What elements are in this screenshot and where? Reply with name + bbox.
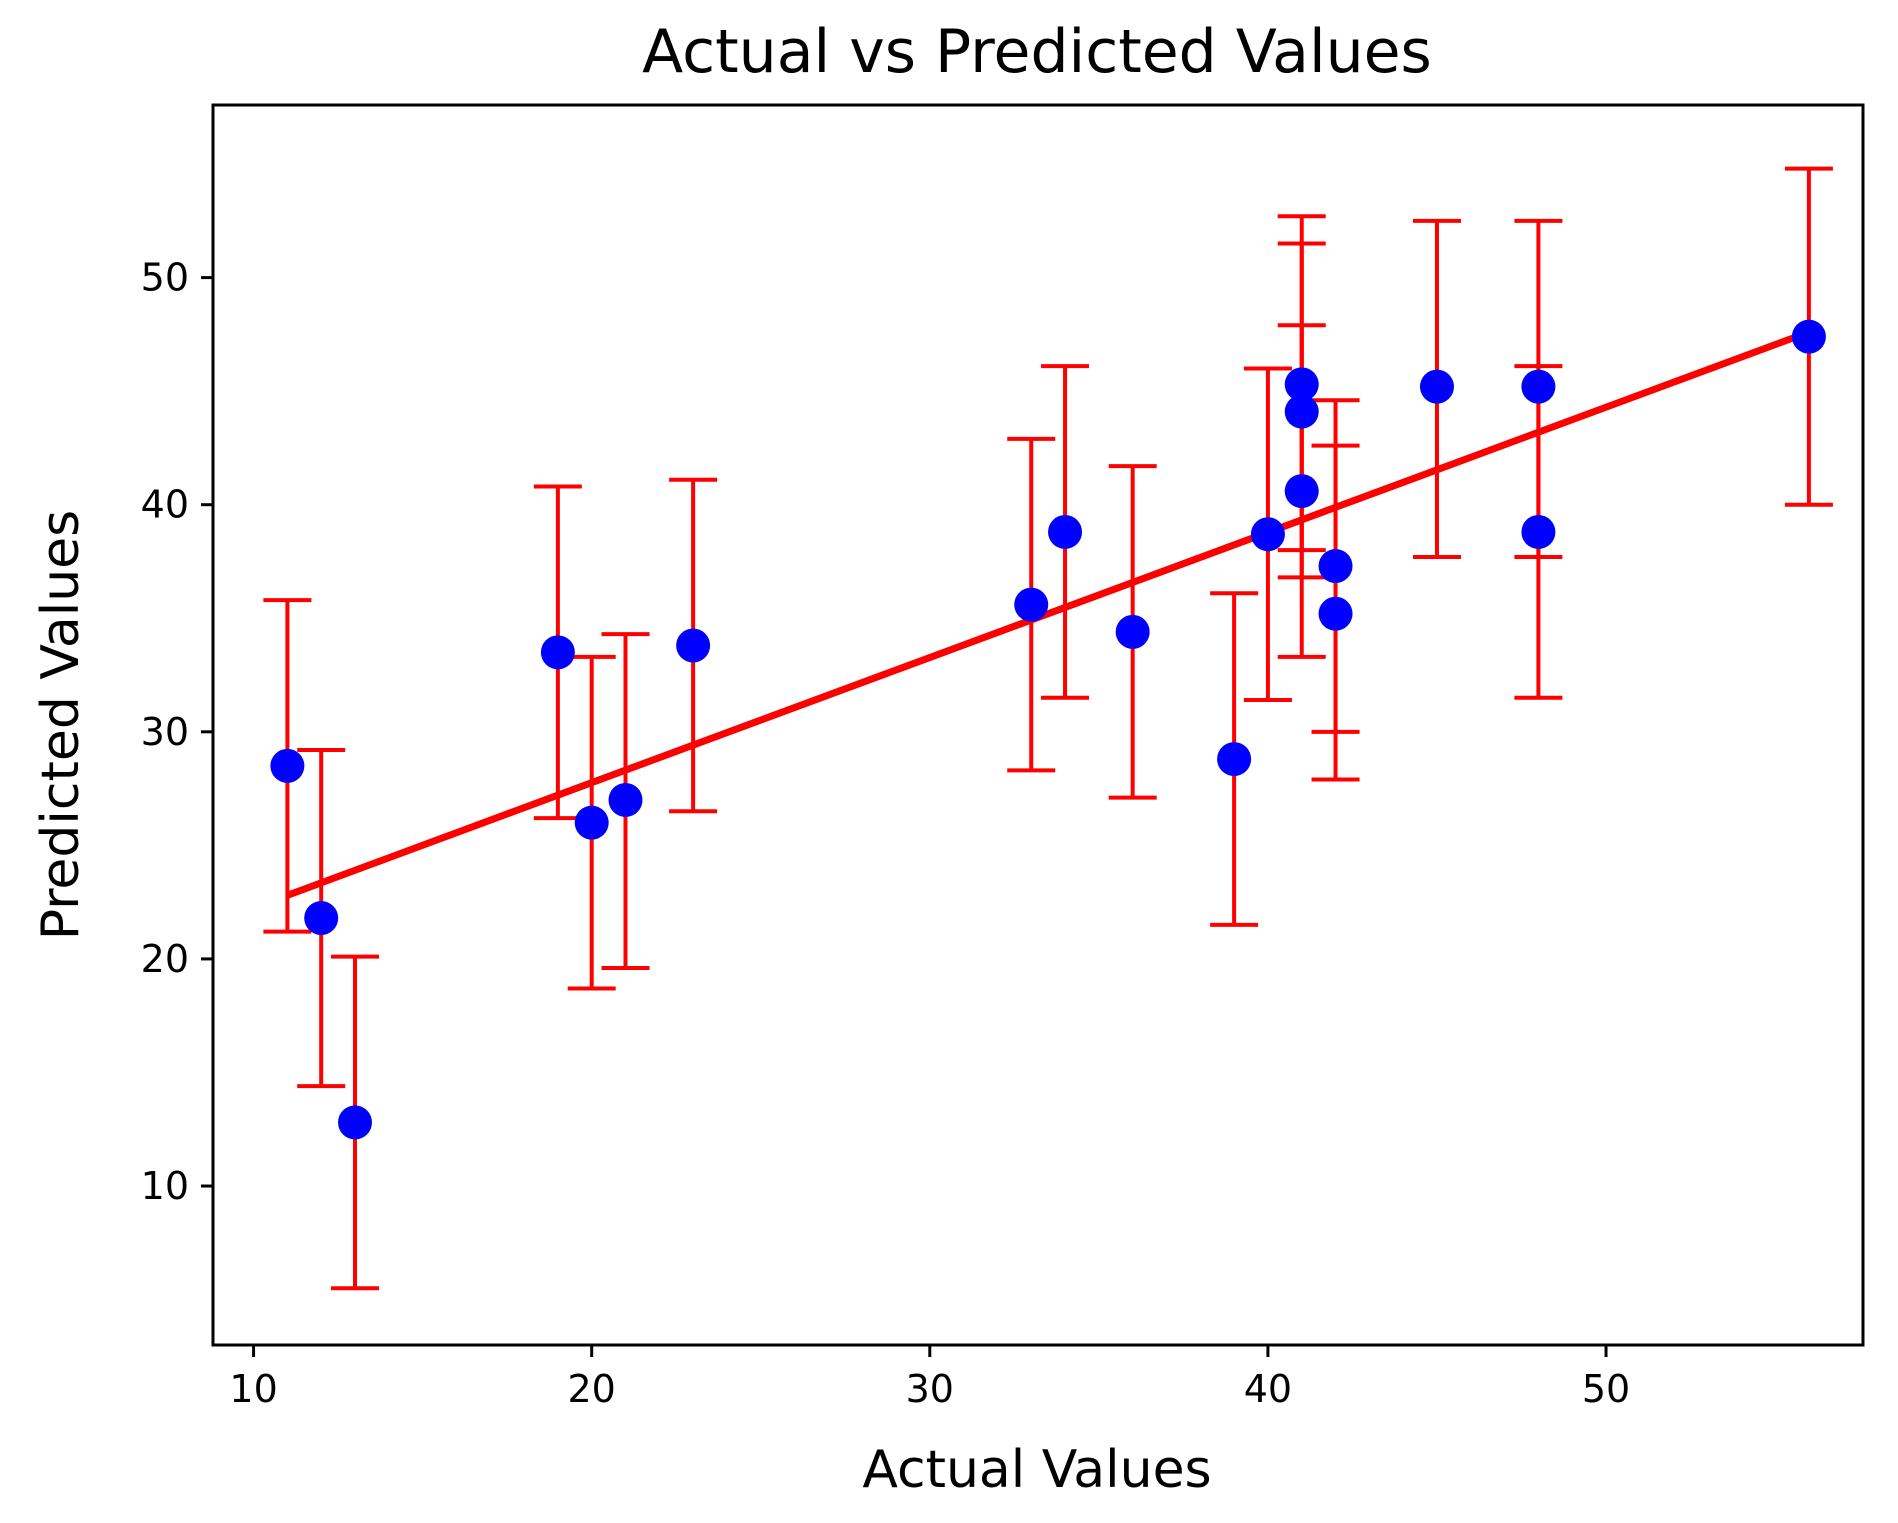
data-point (1521, 369, 1556, 404)
data-point (1791, 319, 1826, 354)
x-tick-label: 50 (1582, 1367, 1630, 1411)
regression-line (286, 328, 1811, 899)
data-point (608, 782, 643, 817)
x-tick-label: 40 (1244, 1367, 1292, 1411)
data-point (540, 635, 575, 670)
data-point (1284, 367, 1319, 402)
data-point (1318, 596, 1353, 631)
data-point (1115, 614, 1150, 649)
x-tick-label: 30 (906, 1367, 954, 1411)
data-point (1217, 742, 1252, 777)
data-point (1419, 369, 1454, 404)
y-tick-label: 50 (141, 256, 189, 300)
y-tick-label: 10 (141, 1164, 189, 1208)
chart-title: Actual vs Predicted Values (642, 17, 1432, 87)
data-point (1284, 394, 1319, 429)
y-tick-label: 40 (141, 483, 189, 527)
x-tick-label: 20 (568, 1367, 616, 1411)
data-point (1318, 549, 1353, 584)
axis-ticks: 10 20 30 40 50 10 20 30 40 50 (141, 256, 1631, 1411)
data-point (270, 748, 305, 783)
data-point (1048, 514, 1083, 549)
x-tick-label: 10 (229, 1367, 277, 1411)
data-point (676, 628, 711, 663)
y-tick-label: 20 (141, 937, 189, 981)
x-axis-label: Actual Values (862, 1440, 1211, 1500)
plot-area (263, 166, 1833, 1291)
data-point (338, 1105, 373, 1140)
data-point (1521, 514, 1556, 549)
data-point (1284, 474, 1319, 509)
data-point (1250, 517, 1285, 552)
data-point (304, 901, 339, 936)
y-axis-label: Predicted Values (31, 510, 91, 941)
data-point (1014, 587, 1049, 622)
data-point (574, 805, 609, 840)
plot-frame (211, 103, 1865, 1347)
y-tick-label: 30 (141, 710, 189, 754)
